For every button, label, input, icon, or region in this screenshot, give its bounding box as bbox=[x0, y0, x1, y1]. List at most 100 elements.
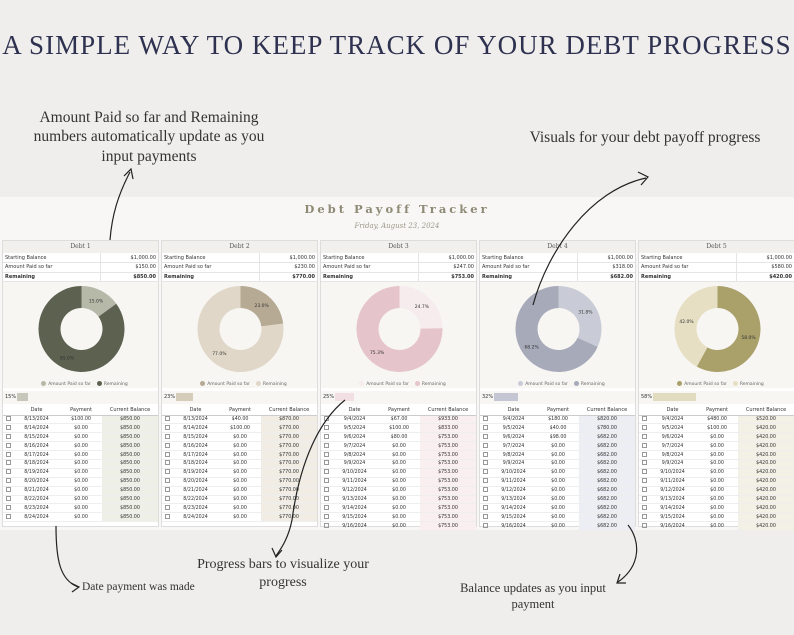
payment-date[interactable]: 9/15/2024 bbox=[490, 512, 538, 523]
payment-date[interactable]: 8/24/2024 bbox=[13, 512, 61, 523]
payment-date[interactable]: 8/20/2024 bbox=[13, 477, 61, 487]
payment-date[interactable]: 9/16/2024 bbox=[649, 521, 697, 532]
payment-amount[interactable]: $0.00 bbox=[60, 495, 102, 505]
payment-amount[interactable]: $0.00 bbox=[537, 468, 579, 478]
payment-amount[interactable]: $0.00 bbox=[537, 495, 579, 505]
payment-amount[interactable]: $98.00 bbox=[537, 432, 579, 443]
payment-amount[interactable]: $0.00 bbox=[60, 423, 102, 434]
paid-checkbox[interactable] bbox=[323, 442, 329, 448]
payment-date[interactable]: 9/9/2024 bbox=[649, 459, 697, 469]
payment-date[interactable]: 9/12/2024 bbox=[490, 486, 538, 496]
payment-amount[interactable]: $0.00 bbox=[378, 477, 420, 487]
payment-amount[interactable]: $40.00 bbox=[537, 423, 579, 434]
payment-date[interactable]: 8/19/2024 bbox=[13, 468, 61, 478]
paid-checkbox[interactable] bbox=[482, 433, 488, 439]
paid-checkbox[interactable] bbox=[5, 487, 11, 493]
payment-date[interactable]: 9/13/2024 bbox=[649, 495, 697, 505]
paid-checkbox[interactable] bbox=[323, 504, 329, 510]
paid-checkbox[interactable] bbox=[323, 424, 329, 430]
paid-checkbox[interactable] bbox=[5, 513, 11, 519]
paid-checkbox[interactable] bbox=[323, 469, 329, 475]
payment-date[interactable]: 9/10/2024 bbox=[649, 468, 697, 478]
payment-amount[interactable]: $0.00 bbox=[696, 477, 738, 487]
paid-checkbox[interactable] bbox=[323, 513, 329, 519]
payment-amount[interactable]: $0.00 bbox=[537, 441, 579, 452]
payment-amount[interactable]: $0.00 bbox=[696, 432, 738, 443]
paid-checkbox[interactable] bbox=[323, 451, 329, 457]
paid-checkbox[interactable] bbox=[164, 478, 170, 484]
payment-amount[interactable]: $0.00 bbox=[60, 441, 102, 452]
payment-amount[interactable]: $0.00 bbox=[378, 495, 420, 505]
payment-amount[interactable]: $100.00 bbox=[696, 423, 738, 434]
paid-checkbox[interactable] bbox=[323, 433, 329, 439]
payment-amount[interactable]: $80.00 bbox=[378, 432, 420, 443]
payment-amount[interactable]: $0.00 bbox=[378, 512, 420, 523]
payment-date[interactable]: 8/21/2024 bbox=[13, 486, 61, 496]
payment-date[interactable]: 8/22/2024 bbox=[13, 495, 61, 505]
payment-amount[interactable]: $0.00 bbox=[537, 477, 579, 487]
payment-date[interactable]: 8/23/2024 bbox=[172, 503, 220, 514]
payment-amount[interactable]: $100.00 bbox=[219, 423, 261, 434]
payment-date[interactable]: 9/16/2024 bbox=[331, 521, 379, 532]
payment-amount[interactable]: $0.00 bbox=[378, 521, 420, 532]
payment-date[interactable]: 9/7/2024 bbox=[649, 441, 697, 452]
payment-date[interactable]: 9/16/2024 bbox=[490, 521, 538, 532]
paid-checkbox[interactable] bbox=[641, 513, 647, 519]
payment-amount[interactable]: $0.00 bbox=[696, 450, 738, 460]
payment-date[interactable]: 8/15/2024 bbox=[172, 432, 220, 443]
payment-amount[interactable]: $0.00 bbox=[219, 477, 261, 487]
paid-checkbox[interactable] bbox=[323, 460, 329, 466]
payment-date[interactable]: 9/8/2024 bbox=[649, 450, 697, 460]
payment-amount[interactable]: $0.00 bbox=[537, 521, 579, 532]
payment-date[interactable]: 9/15/2024 bbox=[649, 512, 697, 523]
payment-date[interactable]: 8/16/2024 bbox=[13, 441, 61, 452]
payment-amount[interactable]: $180.00 bbox=[537, 415, 579, 425]
paid-checkbox[interactable] bbox=[641, 424, 647, 430]
payment-amount[interactable]: $0.00 bbox=[60, 512, 102, 523]
payment-date[interactable]: 8/14/2024 bbox=[13, 423, 61, 434]
paid-checkbox[interactable] bbox=[482, 442, 488, 448]
paid-checkbox[interactable] bbox=[164, 513, 170, 519]
payment-amount[interactable]: $0.00 bbox=[696, 468, 738, 478]
payment-amount[interactable]: $0.00 bbox=[60, 468, 102, 478]
paid-checkbox[interactable] bbox=[323, 495, 329, 501]
starting-value[interactable]: $1,000.00 bbox=[99, 253, 158, 263]
paid-checkbox[interactable] bbox=[641, 504, 647, 510]
paid-checkbox[interactable] bbox=[641, 433, 647, 439]
payment-date[interactable]: 9/5/2024 bbox=[490, 423, 538, 434]
payment-date[interactable]: 9/6/2024 bbox=[490, 432, 538, 443]
payment-amount[interactable]: $0.00 bbox=[219, 450, 261, 460]
paid-checkbox[interactable] bbox=[5, 460, 11, 466]
paid-checkbox[interactable] bbox=[164, 424, 170, 430]
payment-amount[interactable]: $0.00 bbox=[219, 495, 261, 505]
payment-date[interactable]: 8/24/2024 bbox=[172, 512, 220, 523]
payment-date[interactable]: 9/5/2024 bbox=[331, 423, 379, 434]
paid-checkbox[interactable] bbox=[641, 469, 647, 475]
payment-date[interactable]: 8/13/2024 bbox=[13, 415, 61, 425]
paid-checkbox[interactable] bbox=[5, 433, 11, 439]
paid-checkbox[interactable] bbox=[641, 478, 647, 484]
payment-date[interactable]: 8/17/2024 bbox=[172, 450, 220, 460]
paid-checkbox[interactable] bbox=[164, 487, 170, 493]
paid-checkbox[interactable] bbox=[323, 522, 329, 528]
paid-checkbox[interactable] bbox=[482, 487, 488, 493]
payment-date[interactable]: 8/16/2024 bbox=[172, 441, 220, 452]
payment-date[interactable]: 8/14/2024 bbox=[172, 423, 220, 434]
paid-checkbox[interactable] bbox=[482, 478, 488, 484]
payment-date[interactable]: 8/21/2024 bbox=[172, 486, 220, 496]
payment-amount[interactable]: $480.00 bbox=[696, 415, 738, 425]
payment-date[interactable]: 8/23/2024 bbox=[13, 503, 61, 514]
payment-amount[interactable]: $0.00 bbox=[696, 521, 738, 532]
paid-checkbox[interactable] bbox=[641, 495, 647, 501]
paid-checkbox[interactable] bbox=[164, 433, 170, 439]
paid-checkbox[interactable] bbox=[5, 495, 11, 501]
payment-amount[interactable]: $0.00 bbox=[696, 495, 738, 505]
paid-checkbox[interactable] bbox=[5, 424, 11, 430]
payment-date[interactable]: 8/22/2024 bbox=[172, 495, 220, 505]
payment-amount[interactable]: $0.00 bbox=[60, 432, 102, 443]
payment-date[interactable]: 8/18/2024 bbox=[13, 459, 61, 469]
payment-date[interactable]: 9/6/2024 bbox=[331, 432, 379, 443]
payment-amount[interactable]: $0.00 bbox=[378, 459, 420, 469]
payment-date[interactable]: 9/4/2024 bbox=[331, 415, 379, 425]
payment-date[interactable]: 9/4/2024 bbox=[649, 415, 697, 425]
